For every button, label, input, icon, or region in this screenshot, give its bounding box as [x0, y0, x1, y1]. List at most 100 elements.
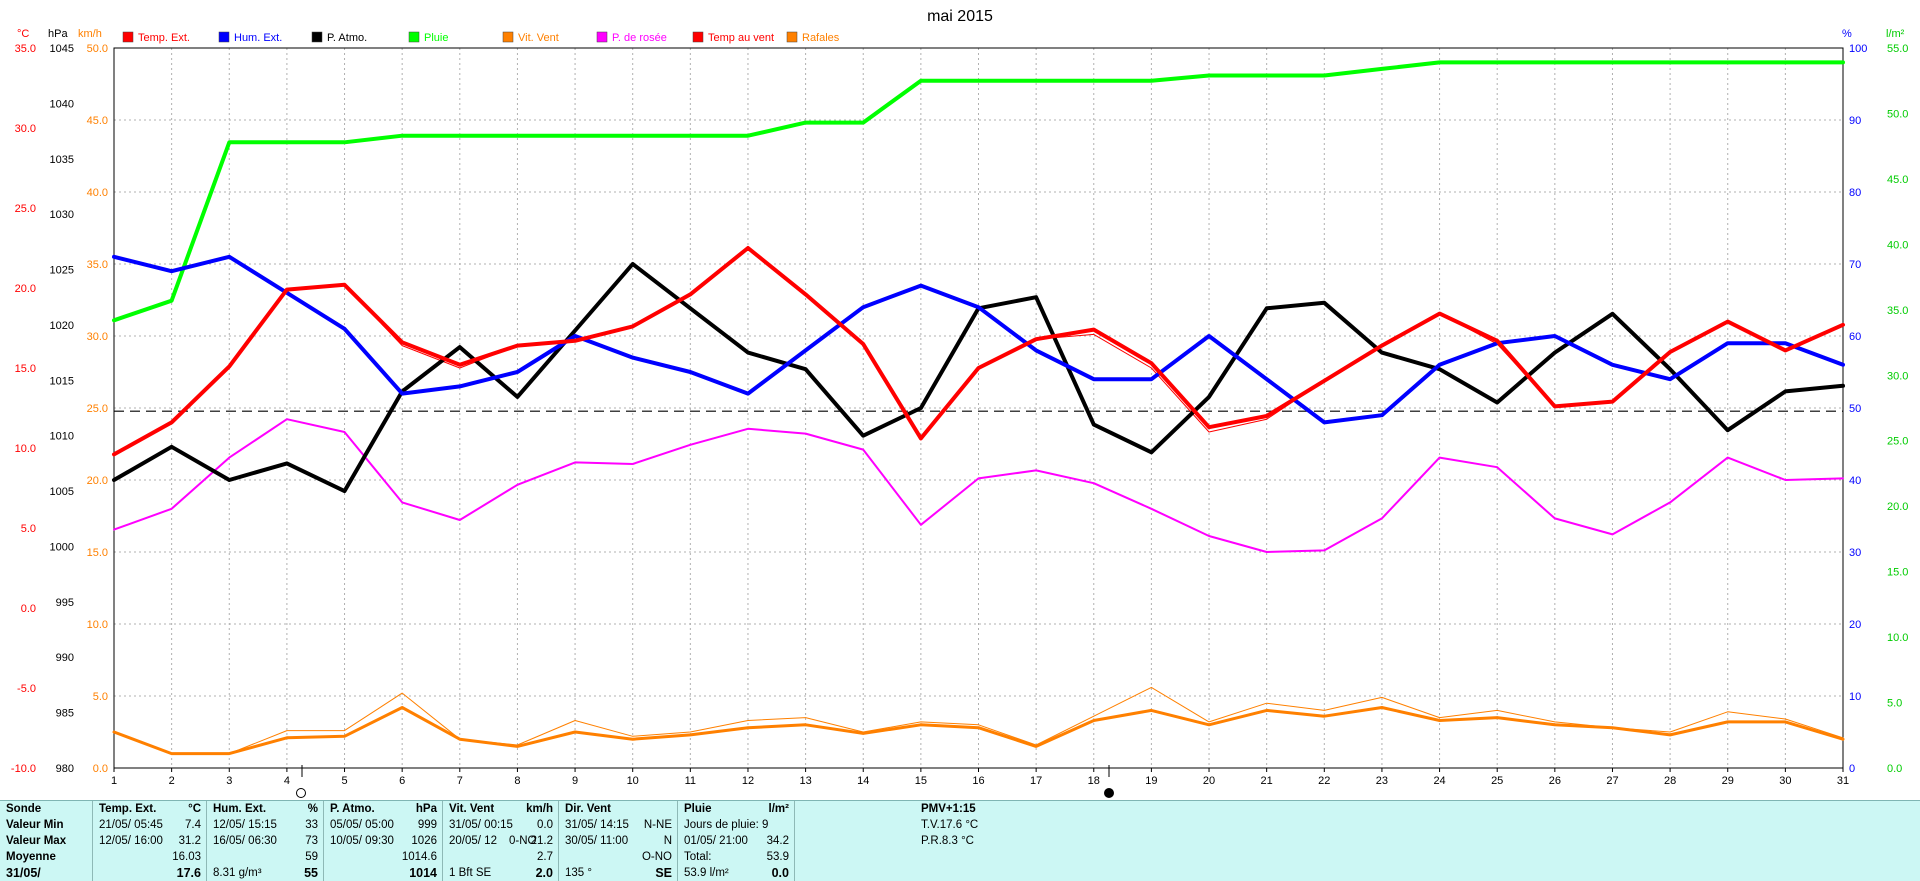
stats-cell: 1014 — [409, 866, 437, 880]
y-tick-temp: -10.0 — [11, 763, 36, 775]
grid — [113, 47, 1844, 769]
y-tick-wind: 10.0 — [87, 619, 108, 631]
legend-label: P. de rosée — [612, 32, 667, 44]
stats-label-current: 31/05/ — [6, 866, 41, 880]
stats-cell: 33 — [305, 819, 318, 831]
stats-col-dir: Dir. Vent 31/05/ 14:15 N-NE 30/05/ 11:00 N… — [558, 801, 678, 881]
y-tick-rain: 55.0 — [1887, 43, 1908, 55]
y-tick-temp: 20.0 — [15, 283, 36, 295]
y-tick-press: 1015 — [50, 375, 74, 387]
y-tick-temp: 10.0 — [15, 443, 36, 455]
y-tick-hum: 40 — [1849, 475, 1861, 487]
stats-cell: 999 — [417, 819, 437, 831]
y-tick-hum: 20 — [1849, 619, 1861, 631]
legend-label: Rafales — [802, 32, 840, 44]
stats-cell: 2.0 — [535, 866, 553, 880]
y-tick-temp: 15.0 — [15, 363, 36, 375]
y-tick-hum: 0 — [1849, 763, 1855, 775]
stats-panel: Sonde Valeur Min Valeur Max Moyenne 31/0… — [0, 800, 1920, 881]
x-tick-label: 30 — [1779, 775, 1791, 787]
legend-swatch — [502, 31, 514, 43]
y-tick-temp: 0.0 — [21, 603, 36, 615]
stats-col-sonde: Sonde Valeur Min Valeur Max Moyenne 31/0… — [0, 801, 92, 881]
y-tick-hum: 80 — [1849, 187, 1861, 199]
x-tick-label: 15 — [915, 775, 927, 787]
stats-header-wind: Vit. Vent — [449, 803, 495, 815]
x-tick-label: 19 — [1145, 775, 1157, 787]
stats-label-max: Valeur Max — [6, 835, 67, 847]
x-tick-label: 25 — [1491, 775, 1503, 787]
legend-swatch — [692, 31, 704, 43]
x-tick-label: 8 — [514, 775, 520, 787]
x-tick-label: 4 — [284, 775, 290, 787]
y-tick-hum: 90 — [1849, 115, 1861, 127]
x-axis: 1 2 3 4 5 6 7 8 9 10 11 12 13 14 15 16 17 18 19 20 21 22 23 24 2… — [111, 768, 1849, 787]
x-tick-label: 3 — [226, 775, 232, 787]
stats-cell: 8.31 g/m³ — [213, 867, 262, 879]
legend-swatch — [408, 31, 420, 43]
y-tick-rain: 40.0 — [1887, 239, 1908, 251]
stats-unit-temp: °C — [188, 803, 201, 815]
stats-header-sonde: Sonde — [6, 803, 42, 815]
x-tick-label: 22 — [1318, 775, 1330, 787]
stats-cell: 17.6 — [176, 866, 201, 880]
moon-full-icon — [1104, 788, 1114, 798]
stats-header-hum: Hum. Ext. — [213, 803, 267, 815]
y-tick-press: 1040 — [50, 98, 74, 110]
stats-header-press: P. Atmo. — [330, 803, 375, 815]
y-tick-wind: 40.0 — [87, 187, 108, 199]
y-tick-rain: 0.0 — [1887, 763, 1902, 775]
stats-cell: 0.0 — [537, 819, 553, 831]
y-tick-rain: 15.0 — [1887, 567, 1908, 579]
legend-label: Temp. Ext. — [138, 32, 190, 44]
y-tick-press: 980 — [56, 763, 74, 775]
stats-header-rain: Pluie — [684, 803, 712, 815]
stats-cell: 2.7 — [537, 851, 553, 863]
stats-cell: 1026 — [411, 835, 437, 847]
legend-swatch — [122, 31, 134, 43]
x-tick-label: 21 — [1261, 775, 1273, 787]
y-tick-rain: 50.0 — [1887, 108, 1908, 120]
unit-rain: l/m² — [1886, 28, 1905, 40]
legend-label: Vit. Vent — [518, 32, 559, 44]
series-line-p-de-ros-e — [113, 418, 1844, 553]
y-tick-press: 990 — [56, 652, 74, 664]
moon-new-icon — [296, 788, 306, 798]
y-tick-press: 1035 — [50, 154, 74, 166]
weather-chart: mai 2015 °C hPa km/h % l/m² Temp. Ext. Hu… — [11, 8, 1908, 798]
x-tick-label: 9 — [572, 775, 578, 787]
stats-col-pmv: PMV+1:15 T.V.17.6 °C P.R.8.3 °C — [794, 801, 1920, 881]
stats-cell: 12/05/ 15:15 — [213, 819, 277, 831]
series-line-temp-ext — [112, 246, 1845, 457]
y-tick-temp: -5.0 — [17, 683, 36, 695]
stats-cell: 0.0 — [771, 866, 789, 880]
y-tick-wind: 30.0 — [87, 331, 108, 343]
stats-cell: 55 — [304, 866, 318, 880]
x-tick-label: 13 — [799, 775, 811, 787]
stats-cell: 16.03 — [172, 851, 201, 863]
stats-unit-press: hPa — [415, 803, 437, 815]
y-tick-temp: 30.0 — [15, 123, 36, 135]
y-tick-rain: 30.0 — [1887, 370, 1908, 382]
series-layer — [112, 60, 1845, 756]
y-tick-hum: 50 — [1849, 403, 1861, 415]
stats-cell: 34.2 — [766, 835, 789, 847]
stats-cell: 01/05/ 21:00 — [684, 835, 748, 847]
y-tick-rain: 45.0 — [1887, 174, 1908, 186]
unit-press: hPa — [48, 28, 68, 40]
legend-label: P. Atmo. — [327, 32, 367, 44]
y-tick-rain: 35.0 — [1887, 305, 1908, 317]
y-tick-hum: 10 — [1849, 691, 1861, 703]
stats-unit-rain: l/m² — [768, 803, 789, 815]
y-tick-press: 1000 — [50, 541, 74, 553]
y-tick-wind: 35.0 — [87, 259, 108, 271]
stats-cell: T.V.17.6 °C — [921, 819, 979, 831]
x-tick-label: 31 — [1837, 775, 1849, 787]
stats-cell: 31/05/ 14:15 — [565, 819, 629, 831]
y-tick-rain: 20.0 — [1887, 501, 1908, 513]
x-tick-label: 5 — [341, 775, 347, 787]
y-tick-rain: 10.0 — [1887, 632, 1908, 644]
stats-col-press: P. Atmo. hPa 05/05/ 05:00 999 10/05/ 09:30… — [323, 801, 443, 881]
stats-cell: 73 — [305, 835, 318, 847]
stats-col-temp: Temp. Ext. °C 21/05/ 05:45 7.4 12/05/ 16:0… — [92, 801, 207, 881]
